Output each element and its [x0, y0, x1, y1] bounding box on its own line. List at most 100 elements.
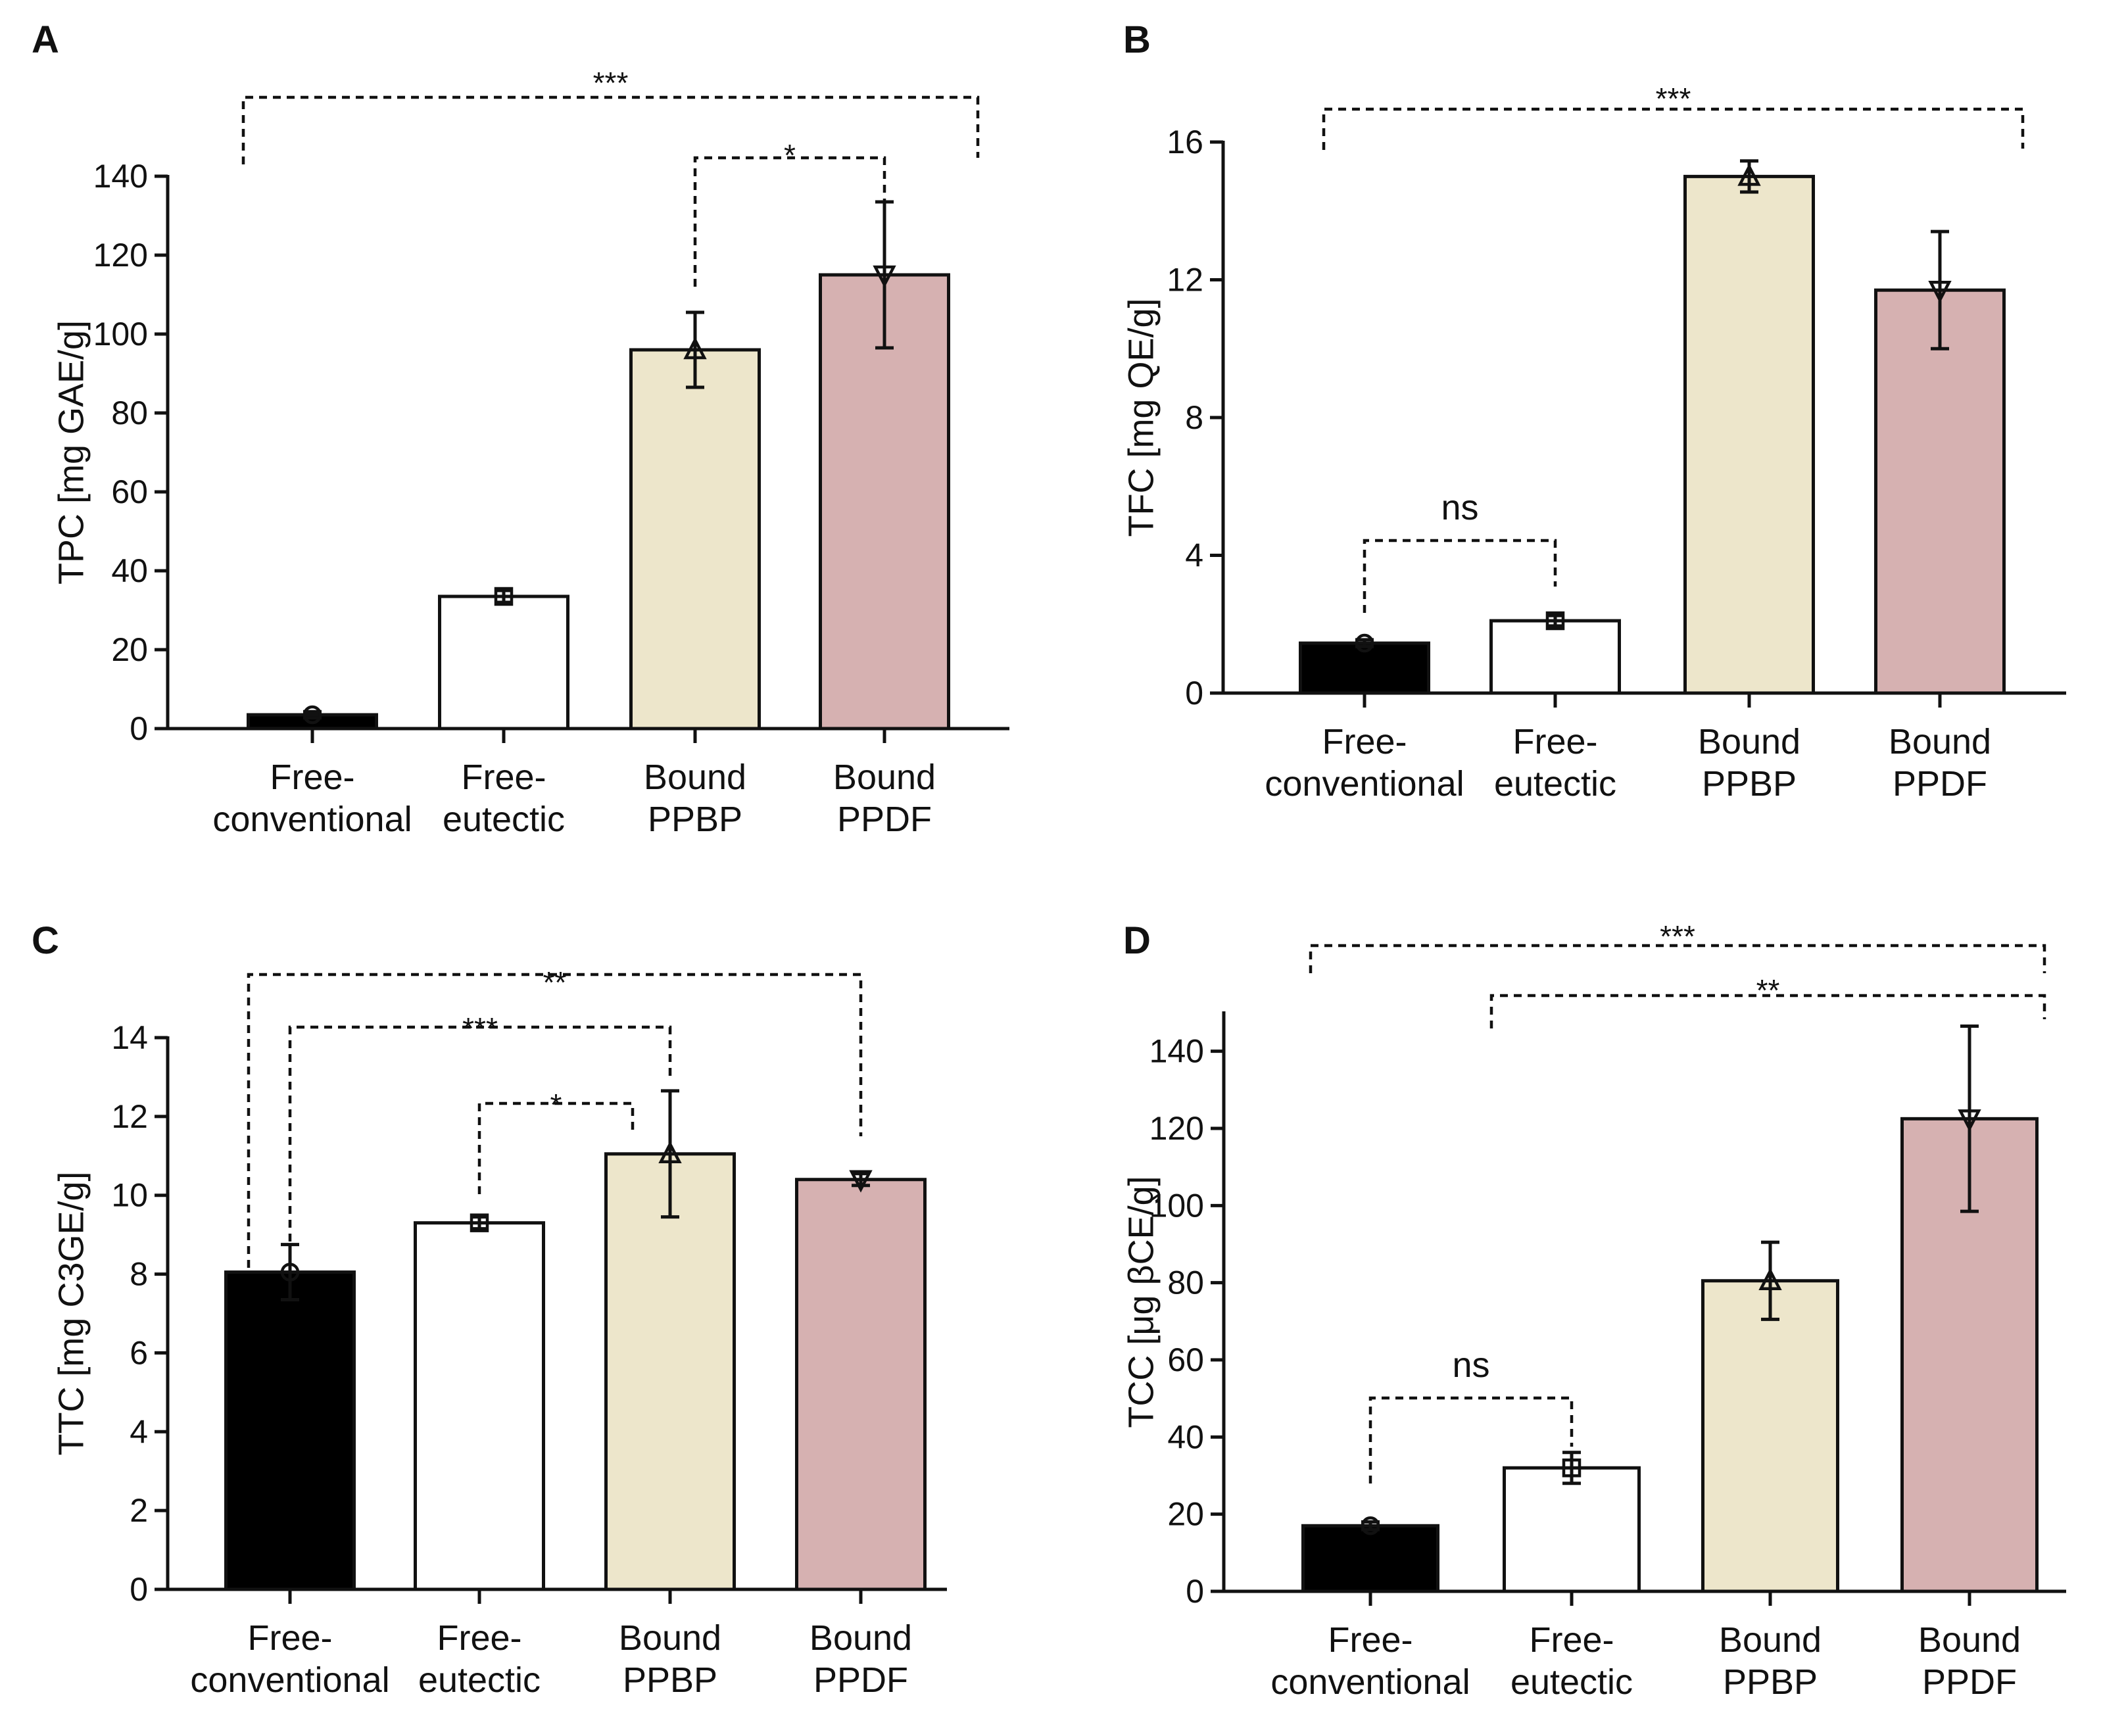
- significance-bracket-line: [477, 1101, 635, 1194]
- bar-2: [438, 594, 569, 731]
- x-tick-label-line: PPBP: [1723, 1662, 1818, 1702]
- bar-2: [414, 1221, 545, 1591]
- y-axis-title: TPC [mg GAE/g]: [51, 320, 91, 585]
- y-tick-label: 2: [130, 1492, 148, 1529]
- error-bar-2: [495, 589, 513, 604]
- y-tick-label: 12: [111, 1098, 148, 1135]
- bar-4: [1874, 288, 2006, 695]
- y-tick-label: 40: [1167, 1418, 1204, 1455]
- x-tick-label-line: Free-: [1512, 722, 1597, 761]
- marker-triangle-down: [1958, 1109, 1981, 1132]
- marker-circle: [302, 705, 322, 725]
- y-tick-label: 60: [1167, 1341, 1204, 1378]
- x-tick-label: Free-eutectic: [1510, 1620, 1633, 1702]
- x-tick-label-line: Free-: [1529, 1620, 1614, 1660]
- bar-1: [1301, 1524, 1439, 1593]
- x-tick-label-line: Bound: [1889, 722, 1991, 761]
- significance-bracket: ns: [1363, 488, 1557, 613]
- y-tick-label: 16: [1167, 124, 1203, 160]
- significance-label: ***: [462, 1011, 498, 1046]
- y-tick-label: 100: [1149, 1187, 1204, 1224]
- x-tick-label: Bound PPBP: [1698, 722, 1800, 804]
- x-tick-label-line: eutectic: [1510, 1662, 1633, 1702]
- y-tick-label: 80: [111, 395, 148, 431]
- x-tick-label-line: conventional: [212, 800, 412, 839]
- y-tick-label: 120: [93, 237, 148, 274]
- panel-letter: B: [1123, 18, 1151, 61]
- x-tick-label: Free-conventional: [1265, 722, 1464, 804]
- y-tick-label: 140: [93, 158, 148, 195]
- marker-triangle-down: [873, 265, 896, 288]
- x-tick-label-line: PPBP: [648, 800, 742, 839]
- error-bar-3: [1761, 1240, 1779, 1321]
- significance-bracket: ***: [1309, 919, 2046, 973]
- x-tick-label-line: eutectic: [443, 800, 565, 839]
- x-tick-label: Bound PPBP: [1719, 1620, 1822, 1702]
- significance-bracket: ***: [1322, 82, 2025, 150]
- y-tick-label: 60: [111, 473, 148, 510]
- error-bar-2: [470, 1215, 489, 1231]
- x-tick-label-line: Free-: [461, 758, 546, 797]
- marker-square: [470, 1213, 489, 1232]
- significance-bracket-line: [1309, 944, 2046, 973]
- x-tick-label: Free-conventional: [1270, 1620, 1470, 1702]
- panel-letter: C: [32, 919, 59, 962]
- x-tick-label-line: Free-: [1322, 722, 1407, 761]
- significance-label: **: [1756, 973, 1780, 1007]
- bar-2: [1503, 1466, 1641, 1593]
- x-tick-label: Bound PPBP: [619, 1618, 721, 1700]
- error-bar-4: [1960, 1025, 1979, 1213]
- panel-c: C02468101214Free-conventionalFree-eutect…: [32, 919, 947, 1700]
- x-tick-label-line: PPDF: [813, 1660, 908, 1700]
- x-tick-label-line: PPDF: [1922, 1662, 2017, 1702]
- y-axis-title: TCC [μg βCE/g]: [1121, 1176, 1161, 1428]
- bar-3: [604, 1152, 736, 1591]
- significance-bracket: ***: [288, 1011, 672, 1269]
- error-bar-4: [1931, 229, 1949, 350]
- y-tick-label: 10: [111, 1177, 148, 1214]
- marker-square: [1562, 1459, 1582, 1478]
- significance-label: *: [784, 138, 796, 172]
- y-tick-label: 100: [93, 316, 148, 352]
- significance-bracket-line: [1368, 1396, 1574, 1483]
- y-tick-label: 80: [1167, 1265, 1204, 1301]
- x-tick-label-line: Free-: [270, 758, 354, 797]
- y-tick-label: 120: [1149, 1110, 1204, 1147]
- error-bar-3: [686, 310, 704, 389]
- bar-3: [1701, 1279, 1839, 1593]
- marker-circle: [1355, 633, 1374, 653]
- y-tick-label: 4: [1185, 537, 1203, 574]
- y-tick-label: 14: [111, 1019, 148, 1056]
- x-tick-label-line: Bound: [619, 1618, 721, 1658]
- marker-triangle-up: [1737, 163, 1761, 186]
- error-bar-4: [852, 1172, 870, 1188]
- x-tick-label: Free-eutectic: [418, 1618, 541, 1700]
- x-tick-label-line: Bound: [1698, 722, 1800, 761]
- error-bar-2: [1546, 614, 1564, 628]
- marker-square: [494, 587, 514, 606]
- x-tick-label-line: Free-: [247, 1618, 332, 1658]
- y-tick-label: 4: [130, 1413, 148, 1450]
- significance-label: ns: [1452, 1345, 1489, 1385]
- bar-3: [629, 348, 761, 731]
- bar-2: [1489, 619, 1621, 695]
- significance-bracket: ns: [1368, 1345, 1574, 1483]
- marker-triangle-down: [1928, 280, 1952, 304]
- significance-bracket-line: [693, 156, 886, 287]
- x-tick-label: Free-conventional: [190, 1618, 389, 1700]
- panel-letter: D: [1123, 919, 1151, 962]
- x-tick-label-line: PPBP: [623, 1660, 717, 1700]
- significance-label: ***: [1656, 82, 1691, 116]
- significance-bracket-line: [1363, 539, 1557, 613]
- x-tick-label-line: Bound: [1918, 1620, 2021, 1660]
- y-tick-label: 12: [1167, 262, 1203, 299]
- significance-label: *: [550, 1088, 562, 1122]
- x-tick-label-line: Bound: [809, 1618, 912, 1658]
- y-tick-label: 0: [130, 710, 148, 747]
- panel-d: D020406080100120140Free-conventionalFree…: [1121, 919, 2066, 1702]
- x-tick-label-line: conventional: [1270, 1662, 1470, 1702]
- significance-bracket: **: [1489, 973, 2046, 1028]
- significance-label: ***: [593, 66, 629, 100]
- panel-b: B0481216Free-conventionalFree-eutecticBo…: [1121, 18, 2066, 804]
